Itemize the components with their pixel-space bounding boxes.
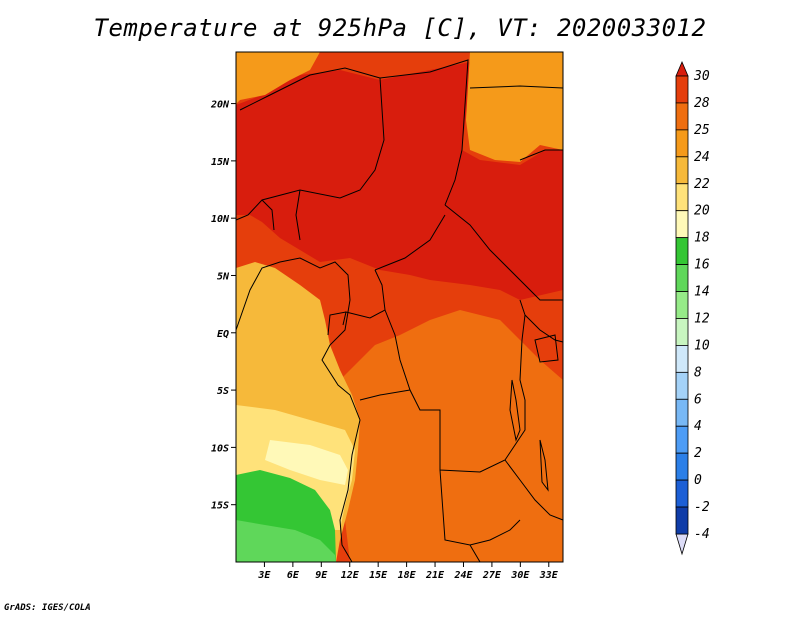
colorbar-box — [675, 506, 689, 535]
border-line — [235, 77, 385, 221]
lon-tick-label: 9E — [315, 570, 328, 581]
colorbar-box — [675, 345, 689, 373]
border-line — [374, 214, 446, 271]
border-line — [524, 314, 564, 343]
colorbar-label: 2 — [694, 446, 702, 461]
colorbar-box — [675, 425, 689, 454]
lat-tick-label: 15S — [211, 501, 229, 512]
colorbar-label: 30 — [693, 69, 710, 84]
border-line — [469, 85, 564, 89]
lat-tick-label: 10N — [211, 214, 230, 225]
map-frame — [235, 51, 564, 563]
map-title: Temperature at 925hPa [C], VT: 202003301… — [93, 14, 707, 42]
colorbar-label: -2 — [694, 500, 710, 515]
lake-malawi — [539, 439, 549, 492]
border-line — [504, 459, 564, 521]
credit-label: GrADS: IGES/COLA — [4, 603, 91, 613]
lat-tick-label: 5N — [217, 271, 230, 282]
colorbar-box — [675, 210, 689, 239]
country-borders — [235, 59, 564, 563]
colorbar-label: 28 — [694, 96, 710, 111]
colorbar-top-arrow — [675, 60, 689, 77]
colorbar-box — [675, 264, 689, 292]
temperature-field — [236, 52, 563, 562]
longitude-axis: 3E 6E 9E 12E 15E 18E 21E 24E 27E 30E 33E — [257, 562, 559, 581]
border-line — [295, 189, 301, 241]
colorbar-label: 14 — [694, 285, 710, 300]
lon-tick-label: 12E — [341, 570, 360, 581]
border-line — [239, 67, 381, 111]
colorbar-label: 0 — [694, 473, 702, 488]
lon-tick-label: 33E — [539, 570, 559, 581]
border-line — [359, 389, 411, 401]
colorbar-box — [675, 452, 689, 481]
border-line — [342, 269, 386, 326]
colorbar-box — [675, 318, 689, 346]
north-dark-red — [236, 62, 563, 300]
colorbar-box — [675, 291, 689, 319]
lon-tick-label: 21E — [425, 570, 445, 581]
colorbar-label: 22 — [694, 177, 710, 192]
colorbar-box — [675, 398, 689, 427]
colorbar-label: 20 — [694, 204, 710, 219]
colorbar-label: 16 — [694, 258, 710, 273]
lat-tick-label: 15N — [211, 157, 230, 168]
colorbar-box — [675, 371, 689, 400]
border-line — [235, 257, 361, 563]
colorbar-box — [675, 237, 689, 265]
colorbar-label: 12 — [694, 311, 710, 326]
lat-tick-label: 5S — [217, 386, 229, 397]
lon-tick-label: 18E — [398, 570, 417, 581]
border-line — [379, 59, 469, 206]
lat-tick-label: 10S — [211, 443, 229, 454]
lat-tick-label: 20N — [210, 100, 230, 111]
south-red-orange — [340, 310, 563, 562]
colorbar-label: 8 — [694, 365, 702, 380]
colorbar-label: 25 — [694, 123, 710, 138]
northeast-orange — [466, 52, 563, 162]
southwest-light-green — [236, 520, 336, 562]
border-line — [439, 469, 521, 546]
colorbar-box — [675, 75, 689, 104]
lon-tick-label: 30E — [510, 570, 530, 581]
atlantic-pale-yellow — [265, 440, 348, 485]
border-line — [469, 544, 481, 563]
colorbar-bottom-arrow — [675, 533, 689, 556]
lake-victoria — [534, 334, 559, 363]
colorbar-box — [675, 156, 689, 185]
northwest-orange — [236, 52, 320, 104]
lon-tick-label: 6E — [287, 570, 300, 581]
colorbar-label: 18 — [694, 231, 710, 246]
colorbar-label: 24 — [694, 150, 710, 165]
lon-tick-label: 24E — [453, 570, 473, 581]
colorbar-box — [675, 129, 689, 158]
latitude-axis: 20N 15N 10N 5N EQ 5S 10S 15S — [210, 100, 236, 512]
colorbar-label: -4 — [694, 527, 710, 542]
border-line — [519, 149, 563, 161]
border-line — [384, 299, 526, 473]
border-line — [327, 311, 347, 336]
lon-tick-label: 15E — [369, 570, 388, 581]
lon-tick-label: 27E — [482, 570, 502, 581]
border-line — [444, 204, 563, 301]
lake-tanganyika — [509, 379, 521, 442]
colorbar-box — [675, 102, 689, 131]
colorbar-label: 10 — [694, 338, 710, 353]
lon-tick-label: 3E — [257, 570, 271, 581]
lat-tick-label: EQ — [217, 329, 229, 340]
colorbar-label: 4 — [694, 419, 702, 434]
colorbar-box — [675, 183, 689, 212]
colorbar-label: 6 — [694, 392, 702, 407]
border-line — [261, 199, 275, 231]
colorbar-box — [675, 479, 689, 508]
